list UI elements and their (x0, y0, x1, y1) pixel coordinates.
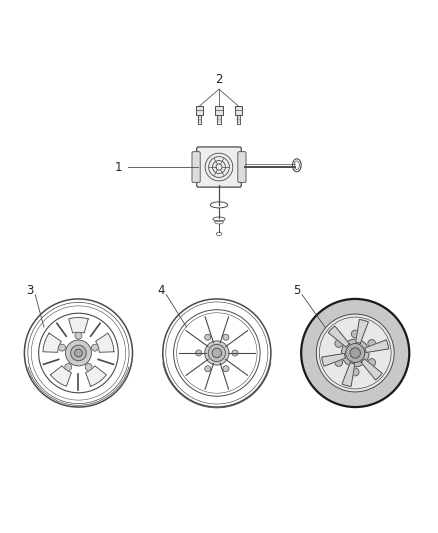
Polygon shape (342, 362, 355, 386)
Polygon shape (50, 366, 71, 386)
Polygon shape (95, 333, 114, 352)
Polygon shape (69, 318, 88, 333)
FancyBboxPatch shape (238, 152, 246, 182)
Circle shape (351, 330, 359, 338)
Circle shape (346, 343, 365, 362)
Polygon shape (43, 333, 61, 352)
Polygon shape (356, 319, 368, 343)
FancyBboxPatch shape (196, 107, 203, 115)
Circle shape (196, 350, 202, 356)
Circle shape (208, 344, 226, 361)
Text: 1: 1 (114, 160, 122, 174)
Polygon shape (322, 353, 346, 366)
Circle shape (59, 344, 65, 351)
Circle shape (205, 334, 211, 340)
Circle shape (232, 350, 238, 356)
Circle shape (223, 366, 229, 372)
Circle shape (335, 359, 343, 366)
Circle shape (301, 299, 409, 407)
Circle shape (316, 314, 394, 392)
Polygon shape (85, 366, 106, 386)
Circle shape (66, 340, 92, 366)
Circle shape (75, 332, 82, 339)
Circle shape (74, 349, 82, 357)
Text: 5: 5 (293, 284, 301, 297)
Polygon shape (361, 359, 382, 380)
Text: 3: 3 (27, 284, 34, 297)
Circle shape (205, 366, 211, 372)
Text: 2: 2 (215, 72, 223, 86)
Circle shape (335, 340, 343, 348)
Polygon shape (365, 340, 389, 352)
Circle shape (205, 341, 229, 365)
Circle shape (223, 334, 229, 340)
Circle shape (71, 345, 86, 361)
Circle shape (92, 344, 99, 351)
Text: 4: 4 (158, 284, 165, 297)
Polygon shape (328, 326, 350, 347)
Circle shape (85, 364, 92, 370)
Circle shape (368, 340, 376, 348)
FancyBboxPatch shape (235, 107, 242, 115)
Circle shape (350, 348, 360, 358)
Circle shape (212, 348, 222, 358)
FancyBboxPatch shape (192, 152, 200, 182)
Circle shape (368, 359, 376, 366)
Circle shape (351, 368, 359, 376)
Circle shape (341, 339, 369, 367)
Circle shape (65, 364, 72, 370)
FancyBboxPatch shape (215, 107, 223, 115)
FancyBboxPatch shape (197, 147, 241, 187)
